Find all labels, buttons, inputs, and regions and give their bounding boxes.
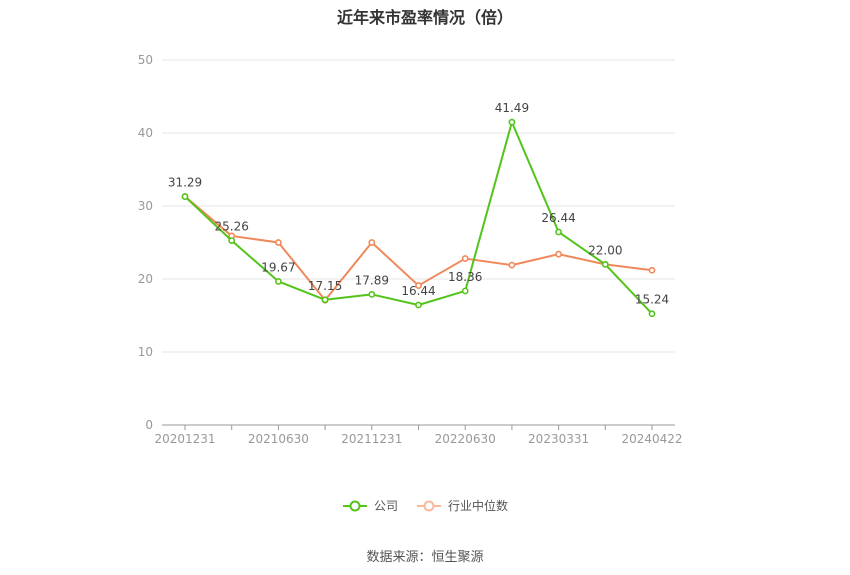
data-label-layer: 31.29 25.26 19.67 17.15 17.89 16.44 18.36 41.49… — [168, 101, 669, 307]
data-point-company — [601, 260, 609, 268]
data-label: 17.15 — [308, 279, 342, 293]
legend-label-industry-median: 行业中位数 — [448, 499, 509, 513]
data-label: 15.24 — [635, 293, 669, 307]
x-tick-label: 20220630 — [435, 432, 496, 446]
y-tick-label: 0 — [145, 418, 153, 432]
data-label: 26.44 — [541, 211, 575, 225]
data-point-industry-median — [555, 250, 562, 258]
x-tick-label: 20240422 — [621, 432, 682, 446]
source-note: 数据来源：恒生聚源 — [366, 550, 484, 565]
data-point-industry-median — [648, 266, 656, 274]
x-tick-label: 20201231 — [154, 432, 215, 446]
data-point-company — [461, 287, 469, 295]
data-point-company — [228, 237, 236, 245]
data-point-company — [181, 193, 189, 200]
data-point-company — [648, 310, 656, 318]
data-point-company — [368, 291, 376, 298]
grid-layer — [162, 59, 675, 353]
x-tick-label: 20210630 — [248, 432, 309, 446]
data-label: 16.44 — [401, 284, 435, 298]
legend-marker-company — [342, 500, 367, 511]
y-tick-label: 20 — [138, 272, 153, 286]
data-point-industry-median — [368, 239, 376, 246]
data-point-industry-median — [274, 239, 282, 246]
data-point-company — [415, 301, 422, 309]
data-point-industry-median — [415, 282, 422, 289]
y-tick-label: 40 — [138, 126, 153, 140]
y-tick-label: 30 — [138, 199, 153, 213]
data-point-company — [555, 228, 562, 236]
data-label: 19.67 — [261, 260, 295, 274]
data-point-industry-median — [508, 261, 516, 269]
y-tick-label: 50 — [138, 53, 153, 67]
x-tick-label: 20211231 — [341, 432, 402, 446]
legend-item-industry-median[interactable]: 行业中位数 — [416, 497, 508, 514]
chart-title: 近年来市盈率情况（倍） — [336, 8, 513, 27]
data-label: 22.00 — [588, 243, 622, 257]
legend-item-company[interactable]: 公司 — [342, 497, 398, 514]
data-point-industry-median — [461, 255, 469, 262]
data-point-company — [274, 278, 282, 285]
data-label: 17.89 — [355, 273, 389, 287]
x-tick-label: 20230331 — [528, 432, 589, 446]
data-label: 41.49 — [495, 101, 529, 115]
data-label: 25.26 — [215, 220, 249, 234]
axis-layer: 0 10 20 30 40 50 20201231 20210630 20211231 20220… — [138, 53, 683, 446]
legend: 公司 行业中位数 — [0, 497, 850, 514]
data-label: 18.36 — [448, 270, 482, 284]
y-tick-label: 10 — [138, 345, 153, 359]
series-layer — [181, 118, 656, 318]
legend-label-company: 公司 — [373, 499, 398, 513]
data-label: 31.29 — [168, 176, 202, 190]
data-point-company — [321, 296, 329, 304]
legend-marker-industry-median — [417, 500, 441, 511]
data-point-company — [508, 118, 516, 126]
